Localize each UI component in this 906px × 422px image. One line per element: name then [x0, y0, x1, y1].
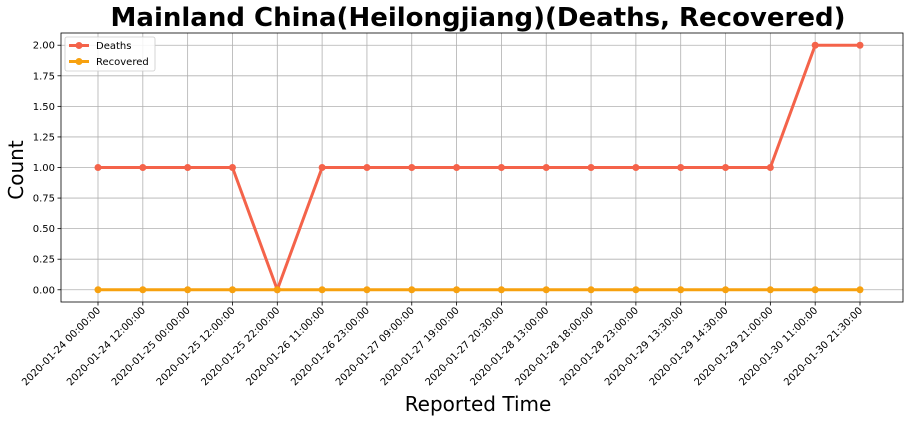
- data-point-recovered: [722, 286, 730, 294]
- y-tick-label: 1.50: [33, 102, 55, 113]
- data-point-recovered: [856, 286, 864, 294]
- x-tick-label: 2020-01-27 09:00:00: [334, 305, 417, 388]
- x-tick-label: 2020-01-26 11:00:00: [244, 305, 327, 388]
- x-tick-label: 2020-01-25 12:00:00: [155, 305, 238, 388]
- x-tick-label: 2020-01-29 13:30:00: [603, 305, 686, 388]
- data-point-recovered: [497, 286, 505, 294]
- x-tick-label: 2020-01-30 11:00:00: [737, 305, 820, 388]
- x-tick-label: 2020-01-30 21:30:00: [782, 305, 865, 388]
- y-tick-label: 0.25: [33, 255, 55, 266]
- data-point-deaths: [94, 164, 102, 171]
- data-point-deaths: [453, 164, 461, 171]
- data-point-recovered: [811, 286, 819, 294]
- data-point-deaths: [677, 164, 685, 171]
- series-line-deaths: [98, 43, 860, 292]
- data-point-deaths: [811, 41, 819, 49]
- data-point-deaths: [542, 164, 550, 171]
- data-point-recovered: [632, 286, 640, 294]
- data-point-recovered: [318, 286, 326, 294]
- data-point-recovered: [363, 286, 371, 294]
- series-layer: [94, 41, 864, 294]
- x-tick-label: 2020-01-27 20:30:00: [424, 305, 507, 388]
- y-axis: 0.00 0.25 0.50 0.75 1.00 1.25 1.50 1.75 2.00: [33, 41, 61, 296]
- data-point-deaths: [139, 164, 147, 171]
- data-point-recovered: [408, 286, 416, 294]
- data-point-recovered: [94, 286, 102, 294]
- data-point-recovered: [677, 286, 685, 294]
- x-tick-label: 2020-01-29 21:00:00: [693, 305, 776, 388]
- y-tick-label: 1.25: [33, 132, 55, 143]
- y-tick-label: 1.75: [33, 71, 55, 82]
- data-point-deaths: [587, 164, 595, 171]
- data-point-deaths: [497, 164, 505, 171]
- y-tick-label: 1.00: [33, 163, 55, 174]
- x-tick-label: 2020-01-24 12:00:00: [65, 305, 148, 388]
- legend-marker-recovered: [75, 58, 83, 65]
- x-tick-label: 2020-01-25 22:00:00: [200, 305, 283, 388]
- y-tick-label: 0.50: [33, 224, 55, 235]
- x-tick-label: 2020-01-26 23:00:00: [289, 305, 372, 388]
- legend: Deaths Recovered: [64, 36, 156, 72]
- x-tick-label: 2020-01-25 00:00:00: [110, 305, 193, 388]
- data-point-recovered: [139, 286, 147, 294]
- data-point-recovered: [766, 286, 774, 294]
- data-point-recovered: [273, 286, 281, 294]
- data-point-recovered: [587, 286, 595, 294]
- data-point-deaths: [184, 164, 192, 171]
- legend-label-recovered: Recovered: [96, 57, 149, 68]
- x-tick-label: 2020-01-24 00:00:00: [20, 305, 103, 388]
- x-tick-label: 2020-01-28 23:00:00: [558, 305, 641, 388]
- y-axis-label: Count: [4, 140, 28, 200]
- x-tick-label: 2020-01-27 19:00:00: [379, 305, 462, 388]
- data-point-deaths: [722, 164, 730, 171]
- x-tick-label: 2020-01-29 14:30:00: [648, 305, 731, 388]
- legend-marker-deaths: [75, 42, 83, 49]
- data-point-deaths: [408, 164, 416, 171]
- data-point-deaths: [632, 164, 640, 171]
- legend-label-deaths: Deaths: [96, 41, 131, 52]
- data-point-recovered: [453, 286, 461, 294]
- series-recovered: [94, 286, 864, 294]
- chart-title: Mainland China(Heilongjiang)(Deaths, Rec…: [111, 3, 846, 33]
- data-point-deaths: [766, 164, 774, 171]
- x-axis-label: Reported Time: [405, 392, 552, 416]
- data-point-recovered: [542, 286, 550, 294]
- y-tick-label: 0.75: [33, 194, 55, 205]
- y-tick-label: 2.00: [33, 41, 55, 52]
- data-point-deaths: [318, 164, 326, 171]
- data-point-recovered: [228, 286, 236, 294]
- series-deaths: [94, 41, 864, 294]
- data-point-recovered: [184, 286, 192, 294]
- data-point-deaths: [228, 164, 236, 171]
- data-point-deaths: [856, 41, 864, 49]
- x-tick-label: 2020-01-28 18:00:00: [513, 305, 596, 388]
- y-tick-label: 0.00: [33, 285, 55, 296]
- x-tick-label: 2020-01-28 13:00:00: [468, 305, 551, 388]
- data-point-deaths: [363, 164, 371, 171]
